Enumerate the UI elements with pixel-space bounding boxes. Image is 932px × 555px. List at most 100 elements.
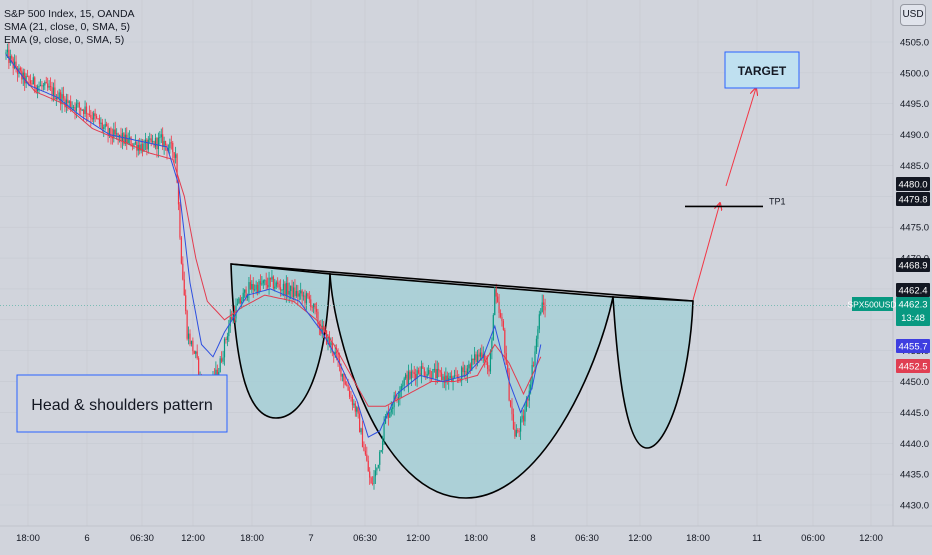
candle-body <box>462 367 464 372</box>
candle-body <box>106 124 108 127</box>
current-price-tag[interactable] <box>896 297 930 326</box>
candle <box>42 82 44 91</box>
currency-button[interactable]: USD <box>900 4 926 26</box>
annotation-layer[interactable]: TP1 TARGET Head & shoulders pattern <box>0 51 893 433</box>
candle-body <box>426 373 428 377</box>
candle-body <box>291 285 293 298</box>
candle <box>462 361 464 378</box>
candle-body <box>72 106 75 108</box>
candle <box>356 405 358 417</box>
candle <box>517 428 519 434</box>
candle-body <box>417 370 420 374</box>
target-box[interactable] <box>724 51 800 89</box>
candle <box>373 470 375 490</box>
candle-body <box>44 82 46 86</box>
candle <box>492 313 494 341</box>
candle <box>504 327 506 361</box>
candle <box>251 280 253 294</box>
candle-body <box>255 284 257 290</box>
candle-body <box>390 408 392 413</box>
candle <box>267 277 269 290</box>
candle-body <box>39 84 42 87</box>
candle <box>116 128 118 140</box>
candle <box>88 105 90 117</box>
candle <box>399 386 401 406</box>
candle <box>420 360 423 384</box>
candle <box>245 286 247 301</box>
candle <box>146 138 148 156</box>
candle <box>49 77 52 92</box>
candle <box>274 278 276 292</box>
candle-body <box>196 351 198 359</box>
candle <box>61 87 63 113</box>
candle <box>41 81 43 91</box>
candle-body <box>140 144 142 151</box>
candle-body <box>26 75 29 77</box>
candle <box>430 370 433 382</box>
price-tag <box>896 359 930 373</box>
candle-body <box>512 414 515 430</box>
candle <box>354 400 356 417</box>
candle-body <box>327 336 329 344</box>
neckline[interactable] <box>230 263 694 302</box>
candle-body <box>430 378 433 380</box>
pattern-label-box[interactable] <box>16 374 228 433</box>
candle-body <box>525 399 527 411</box>
candle-body <box>6 49 9 53</box>
candle-body <box>172 142 174 153</box>
candle-body <box>532 364 535 366</box>
candle <box>74 102 76 120</box>
candle <box>311 305 313 312</box>
candle-body <box>180 237 182 264</box>
time-axis[interactable]: 18:00 6 06:30 12:00 18:00 7 06:30 12:00 18:00 8 06… <box>0 525 932 550</box>
candle <box>229 309 231 333</box>
candle-body <box>264 280 266 282</box>
candle <box>287 277 289 299</box>
candle-body <box>521 415 523 419</box>
candle-body <box>259 281 262 285</box>
candle <box>175 146 177 164</box>
candle <box>498 294 500 319</box>
candle <box>269 277 272 288</box>
time-tick-label: 11 <box>752 533 762 544</box>
candle <box>154 133 157 150</box>
candle <box>264 279 266 286</box>
candle-body <box>383 423 385 441</box>
candle-body <box>189 333 191 345</box>
candle-body <box>425 375 427 377</box>
candle <box>346 381 348 387</box>
candle <box>520 416 522 440</box>
candle <box>390 401 392 417</box>
candle-body <box>392 407 394 409</box>
candle-body <box>356 407 358 412</box>
candle <box>528 384 530 409</box>
candle-body <box>465 371 467 376</box>
candle <box>402 380 404 390</box>
arrow-to-tp1[interactable] <box>692 203 720 301</box>
candle <box>469 362 471 374</box>
symbol-tag[interactable] <box>852 297 893 311</box>
candle <box>70 95 72 112</box>
candle <box>29 74 32 86</box>
candle <box>221 351 223 364</box>
candle-body <box>440 372 443 380</box>
candle <box>131 143 134 151</box>
candle <box>152 134 154 145</box>
price-axis[interactable]: 4430.04435.04440.04445.04450.04455.04460… <box>847 0 932 550</box>
candle-body <box>472 358 474 361</box>
countdown-label: 13:48 <box>901 313 925 324</box>
candle <box>445 367 447 391</box>
ema-9-line <box>5 54 542 438</box>
candle-body <box>290 285 292 292</box>
candle-body <box>170 142 172 144</box>
candle-body <box>8 49 10 63</box>
candle-body <box>157 137 159 150</box>
candle-body <box>147 139 149 150</box>
candle <box>38 81 40 94</box>
candle-body <box>527 399 529 401</box>
arrow-to-target[interactable] <box>725 88 756 187</box>
candle-body <box>453 375 456 378</box>
candle <box>78 101 80 116</box>
